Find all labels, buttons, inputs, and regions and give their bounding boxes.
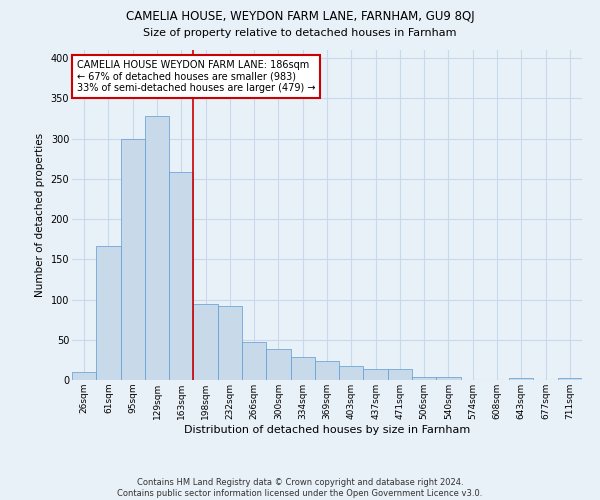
- Bar: [315, 362, 339, 380]
- Bar: [169, 172, 193, 380]
- Bar: [145, 116, 169, 380]
- Bar: [558, 378, 582, 380]
- Bar: [290, 358, 315, 380]
- Text: CAMELIA HOUSE WEYDON FARM LANE: 186sqm
← 67% of detached houses are smaller (983: CAMELIA HOUSE WEYDON FARM LANE: 186sqm ←…: [77, 60, 316, 93]
- Bar: [388, 368, 412, 380]
- Bar: [72, 372, 96, 380]
- Bar: [218, 306, 242, 380]
- Bar: [266, 350, 290, 380]
- Text: Size of property relative to detached houses in Farnham: Size of property relative to detached ho…: [143, 28, 457, 38]
- Bar: [364, 368, 388, 380]
- Bar: [193, 304, 218, 380]
- Bar: [436, 377, 461, 380]
- Bar: [509, 378, 533, 380]
- X-axis label: Distribution of detached houses by size in Farnham: Distribution of detached houses by size …: [184, 424, 470, 434]
- Text: CAMELIA HOUSE, WEYDON FARM LANE, FARNHAM, GU9 8QJ: CAMELIA HOUSE, WEYDON FARM LANE, FARNHAM…: [125, 10, 475, 23]
- Text: Contains HM Land Registry data © Crown copyright and database right 2024.
Contai: Contains HM Land Registry data © Crown c…: [118, 478, 482, 498]
- Bar: [96, 246, 121, 380]
- Bar: [412, 377, 436, 380]
- Bar: [242, 342, 266, 380]
- Bar: [121, 138, 145, 380]
- Bar: [339, 366, 364, 380]
- Y-axis label: Number of detached properties: Number of detached properties: [35, 133, 45, 297]
